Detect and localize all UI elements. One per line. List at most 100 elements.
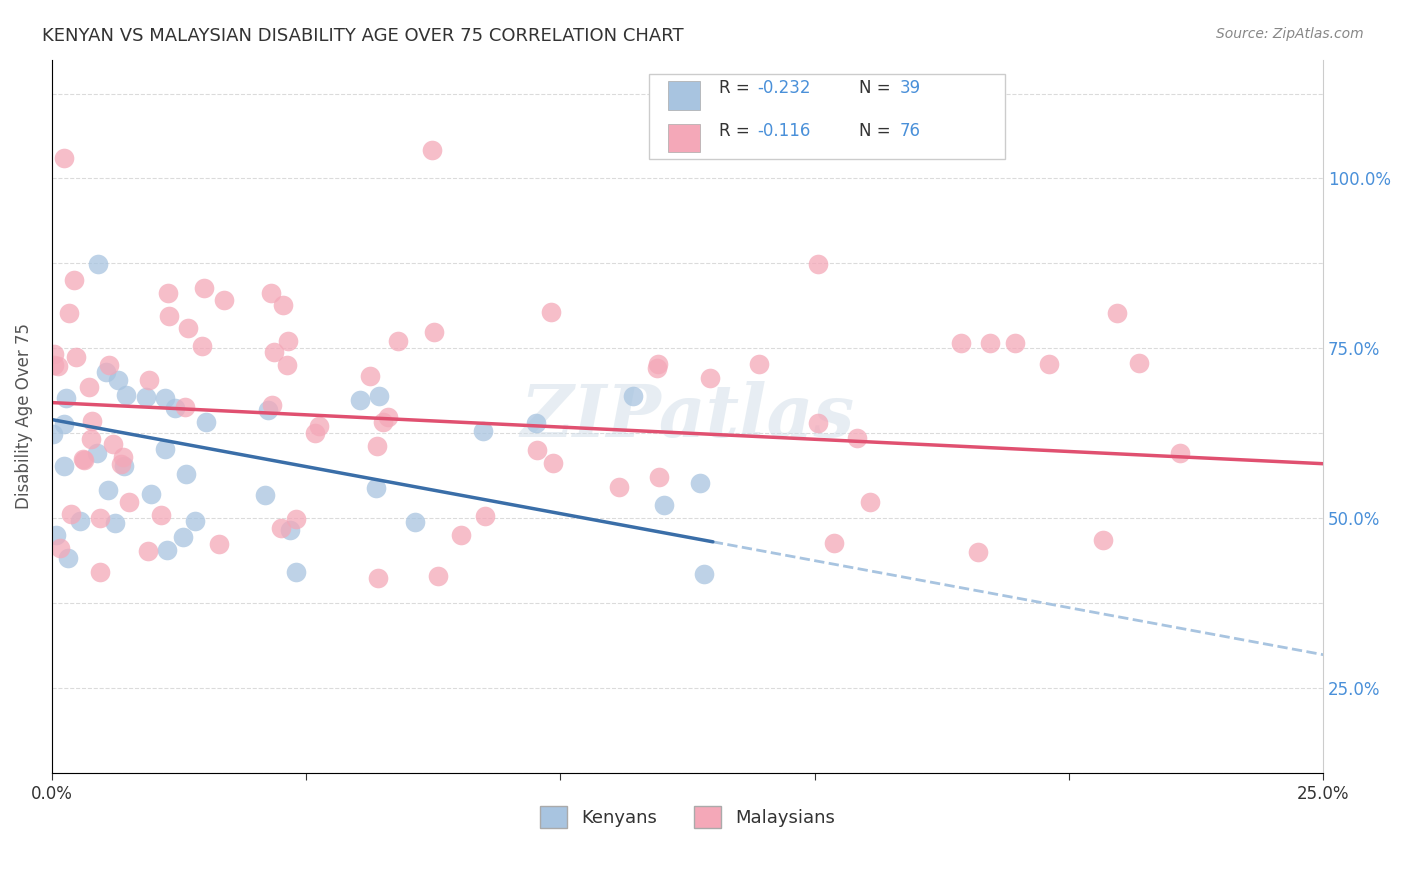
Text: N =: N = xyxy=(859,122,896,140)
Point xyxy=(89,510,111,524)
Point xyxy=(86,446,108,460)
Point xyxy=(349,392,371,407)
Point xyxy=(284,565,307,579)
Point xyxy=(150,508,173,522)
Point xyxy=(748,357,770,371)
Point xyxy=(404,515,426,529)
Point xyxy=(69,514,91,528)
Point xyxy=(1092,533,1115,548)
Point xyxy=(450,527,472,541)
Point xyxy=(648,470,671,484)
Point xyxy=(79,432,101,446)
Point xyxy=(277,334,299,348)
Text: ZIPatlas: ZIPatlas xyxy=(520,381,855,451)
Point xyxy=(371,415,394,429)
Point xyxy=(58,306,80,320)
Point xyxy=(1038,357,1060,371)
Point xyxy=(524,417,547,431)
Point xyxy=(541,456,564,470)
Point xyxy=(1107,306,1129,320)
Point xyxy=(260,398,283,412)
Point xyxy=(103,437,125,451)
Point xyxy=(823,536,845,550)
FancyBboxPatch shape xyxy=(668,124,700,153)
Point xyxy=(652,498,675,512)
Point xyxy=(621,389,644,403)
Point xyxy=(107,373,129,387)
Point xyxy=(276,358,298,372)
Point xyxy=(184,514,207,528)
Point xyxy=(366,439,388,453)
Point xyxy=(807,416,830,430)
Point xyxy=(45,528,67,542)
Point xyxy=(114,388,136,402)
Point xyxy=(253,487,276,501)
Point xyxy=(966,544,988,558)
FancyBboxPatch shape xyxy=(650,74,1005,160)
Point xyxy=(110,457,132,471)
Point xyxy=(135,390,157,404)
Point xyxy=(163,401,186,415)
Point xyxy=(42,346,65,360)
Point xyxy=(94,366,117,380)
Point xyxy=(173,401,195,415)
Point xyxy=(806,256,828,270)
Point xyxy=(153,391,176,405)
Point xyxy=(73,453,96,467)
Point xyxy=(118,494,141,508)
Point xyxy=(138,373,160,387)
Point xyxy=(59,507,82,521)
Point xyxy=(699,370,721,384)
Point xyxy=(53,151,76,165)
Point xyxy=(172,530,194,544)
Point xyxy=(472,424,495,438)
Point xyxy=(426,569,449,583)
Point xyxy=(1004,335,1026,350)
Point xyxy=(193,281,215,295)
Point xyxy=(270,521,292,535)
Point xyxy=(859,494,882,508)
Point xyxy=(950,335,973,350)
Point xyxy=(474,508,496,523)
Point xyxy=(526,443,548,458)
Point xyxy=(42,427,65,442)
Point xyxy=(86,257,108,271)
Point xyxy=(212,293,235,308)
Point xyxy=(422,143,444,157)
Point xyxy=(111,450,134,464)
Point xyxy=(359,368,381,383)
Point xyxy=(257,403,280,417)
Point xyxy=(689,475,711,490)
Point xyxy=(284,512,307,526)
Point xyxy=(423,325,446,339)
Point xyxy=(136,543,159,558)
Point xyxy=(174,467,197,482)
Point xyxy=(693,566,716,581)
Point xyxy=(97,483,120,497)
Point xyxy=(157,309,180,323)
Text: -0.116: -0.116 xyxy=(758,122,811,140)
Text: 76: 76 xyxy=(900,122,921,140)
Point xyxy=(55,391,77,405)
Point xyxy=(540,305,562,319)
Point xyxy=(49,541,72,556)
Point xyxy=(367,571,389,585)
Point xyxy=(607,480,630,494)
Point xyxy=(845,431,868,445)
Point xyxy=(52,417,75,431)
Point xyxy=(104,516,127,530)
Point xyxy=(387,334,409,349)
Text: 39: 39 xyxy=(900,79,921,97)
Point xyxy=(141,487,163,501)
Point xyxy=(65,351,87,365)
Point xyxy=(645,360,668,375)
Point xyxy=(63,273,86,287)
Text: R =: R = xyxy=(720,79,755,97)
Point xyxy=(191,339,214,353)
Point xyxy=(112,458,135,473)
Point xyxy=(177,321,200,335)
Text: N =: N = xyxy=(859,79,896,97)
Text: R =: R = xyxy=(720,122,755,140)
Text: Source: ZipAtlas.com: Source: ZipAtlas.com xyxy=(1216,27,1364,41)
Point xyxy=(304,426,326,441)
